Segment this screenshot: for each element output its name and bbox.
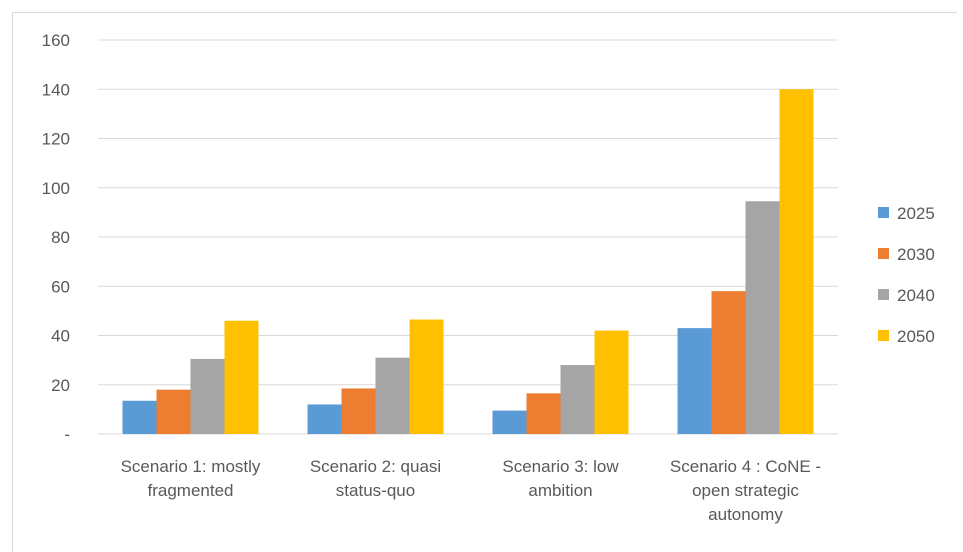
x-category-label: fragmented xyxy=(148,481,234,500)
bar-2040 xyxy=(745,201,780,434)
bar-2025 xyxy=(677,328,712,434)
bar-2030 xyxy=(526,393,561,434)
bar-2050 xyxy=(224,320,259,434)
chart-frame xyxy=(12,12,957,552)
bar-2050 xyxy=(409,319,444,434)
y-tick-label: 40 xyxy=(51,327,70,346)
y-tick-label: 100 xyxy=(42,179,70,198)
y-tick-label: - xyxy=(64,425,70,444)
bar-2040 xyxy=(375,357,410,434)
legend-swatch-2040 xyxy=(878,289,889,300)
y-tick-label: 120 xyxy=(42,130,70,149)
y-tick-label: 60 xyxy=(51,277,70,296)
x-category-label: Scenario 1: mostly xyxy=(121,457,261,476)
bar-2025 xyxy=(492,410,527,434)
x-category-label: open strategic xyxy=(692,481,799,500)
bar-2025 xyxy=(307,404,342,434)
y-tick-label: 80 xyxy=(51,228,70,247)
bar-2040 xyxy=(190,358,225,434)
x-category-label: Scenario 4 : CoNE - xyxy=(670,457,821,476)
bar-2030 xyxy=(711,291,746,434)
bar-2030 xyxy=(341,388,376,434)
legend-swatch-2030 xyxy=(878,248,889,259)
legend-label-2050: 2050 xyxy=(897,327,935,346)
legend-swatch-2050 xyxy=(878,330,889,341)
legend-label-2040: 2040 xyxy=(897,286,935,305)
x-category-label: Scenario 3: low xyxy=(502,457,619,476)
bar-2050 xyxy=(779,89,814,434)
bar-2025 xyxy=(122,400,157,434)
legend-swatch-2025 xyxy=(878,207,889,218)
bar-2050 xyxy=(594,330,629,434)
y-tick-label: 160 xyxy=(42,31,70,50)
y-tick-label: 20 xyxy=(51,376,70,395)
legend-label-2025: 2025 xyxy=(897,204,935,223)
bar-2030 xyxy=(156,389,191,434)
x-category-label: Scenario 2: quasi xyxy=(310,457,441,476)
y-tick-label: 140 xyxy=(42,80,70,99)
x-category-label: ambition xyxy=(528,481,592,500)
bar-2040 xyxy=(560,365,595,434)
x-category-label: autonomy xyxy=(708,505,783,524)
legend-label-2030: 2030 xyxy=(897,245,935,264)
x-category-label: status-quo xyxy=(336,481,415,500)
